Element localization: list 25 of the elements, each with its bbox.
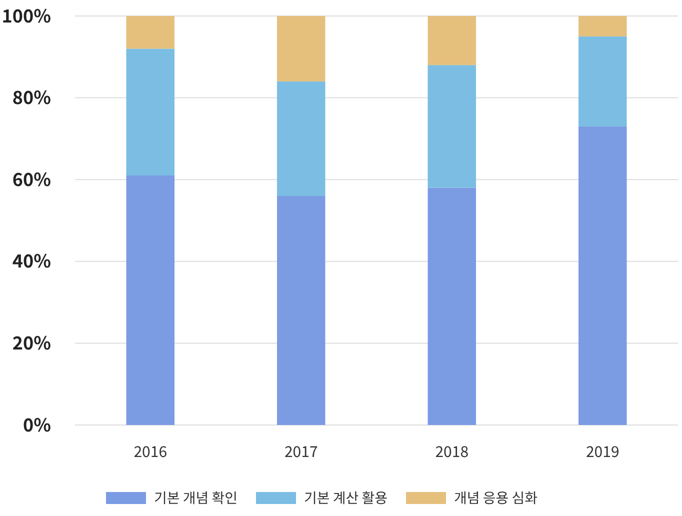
bar [277, 81, 326, 196]
bar [428, 16, 476, 66]
bar [428, 188, 476, 425]
y-tick-label: 0% [23, 411, 51, 438]
bar [277, 16, 326, 82]
y-tick-label: 20% [12, 330, 51, 356]
x-tick-label: 2016 [134, 441, 168, 462]
bar [578, 36, 627, 126]
legend-label: 기본 계산 활용 [304, 488, 388, 508]
bar [126, 176, 174, 425]
bar [578, 16, 627, 36]
bar [126, 48, 174, 176]
x-tick-label: 2018 [435, 441, 469, 462]
y-tick-label: 40% [12, 248, 51, 274]
x-tick-label: 2019 [586, 441, 620, 462]
y-tick-label: 100% [2, 2, 51, 28]
legend-label: 개념 응용 심화 [454, 488, 538, 508]
x-tick-label: 2017 [284, 441, 318, 462]
y-tick-label: 60% [12, 166, 51, 192]
bar [578, 126, 627, 425]
bar [126, 16, 174, 49]
bar [428, 65, 476, 188]
bar [277, 196, 326, 425]
y-tick-label: 80% [12, 84, 51, 110]
legend-label: 기본 개념 확인 [154, 488, 238, 508]
